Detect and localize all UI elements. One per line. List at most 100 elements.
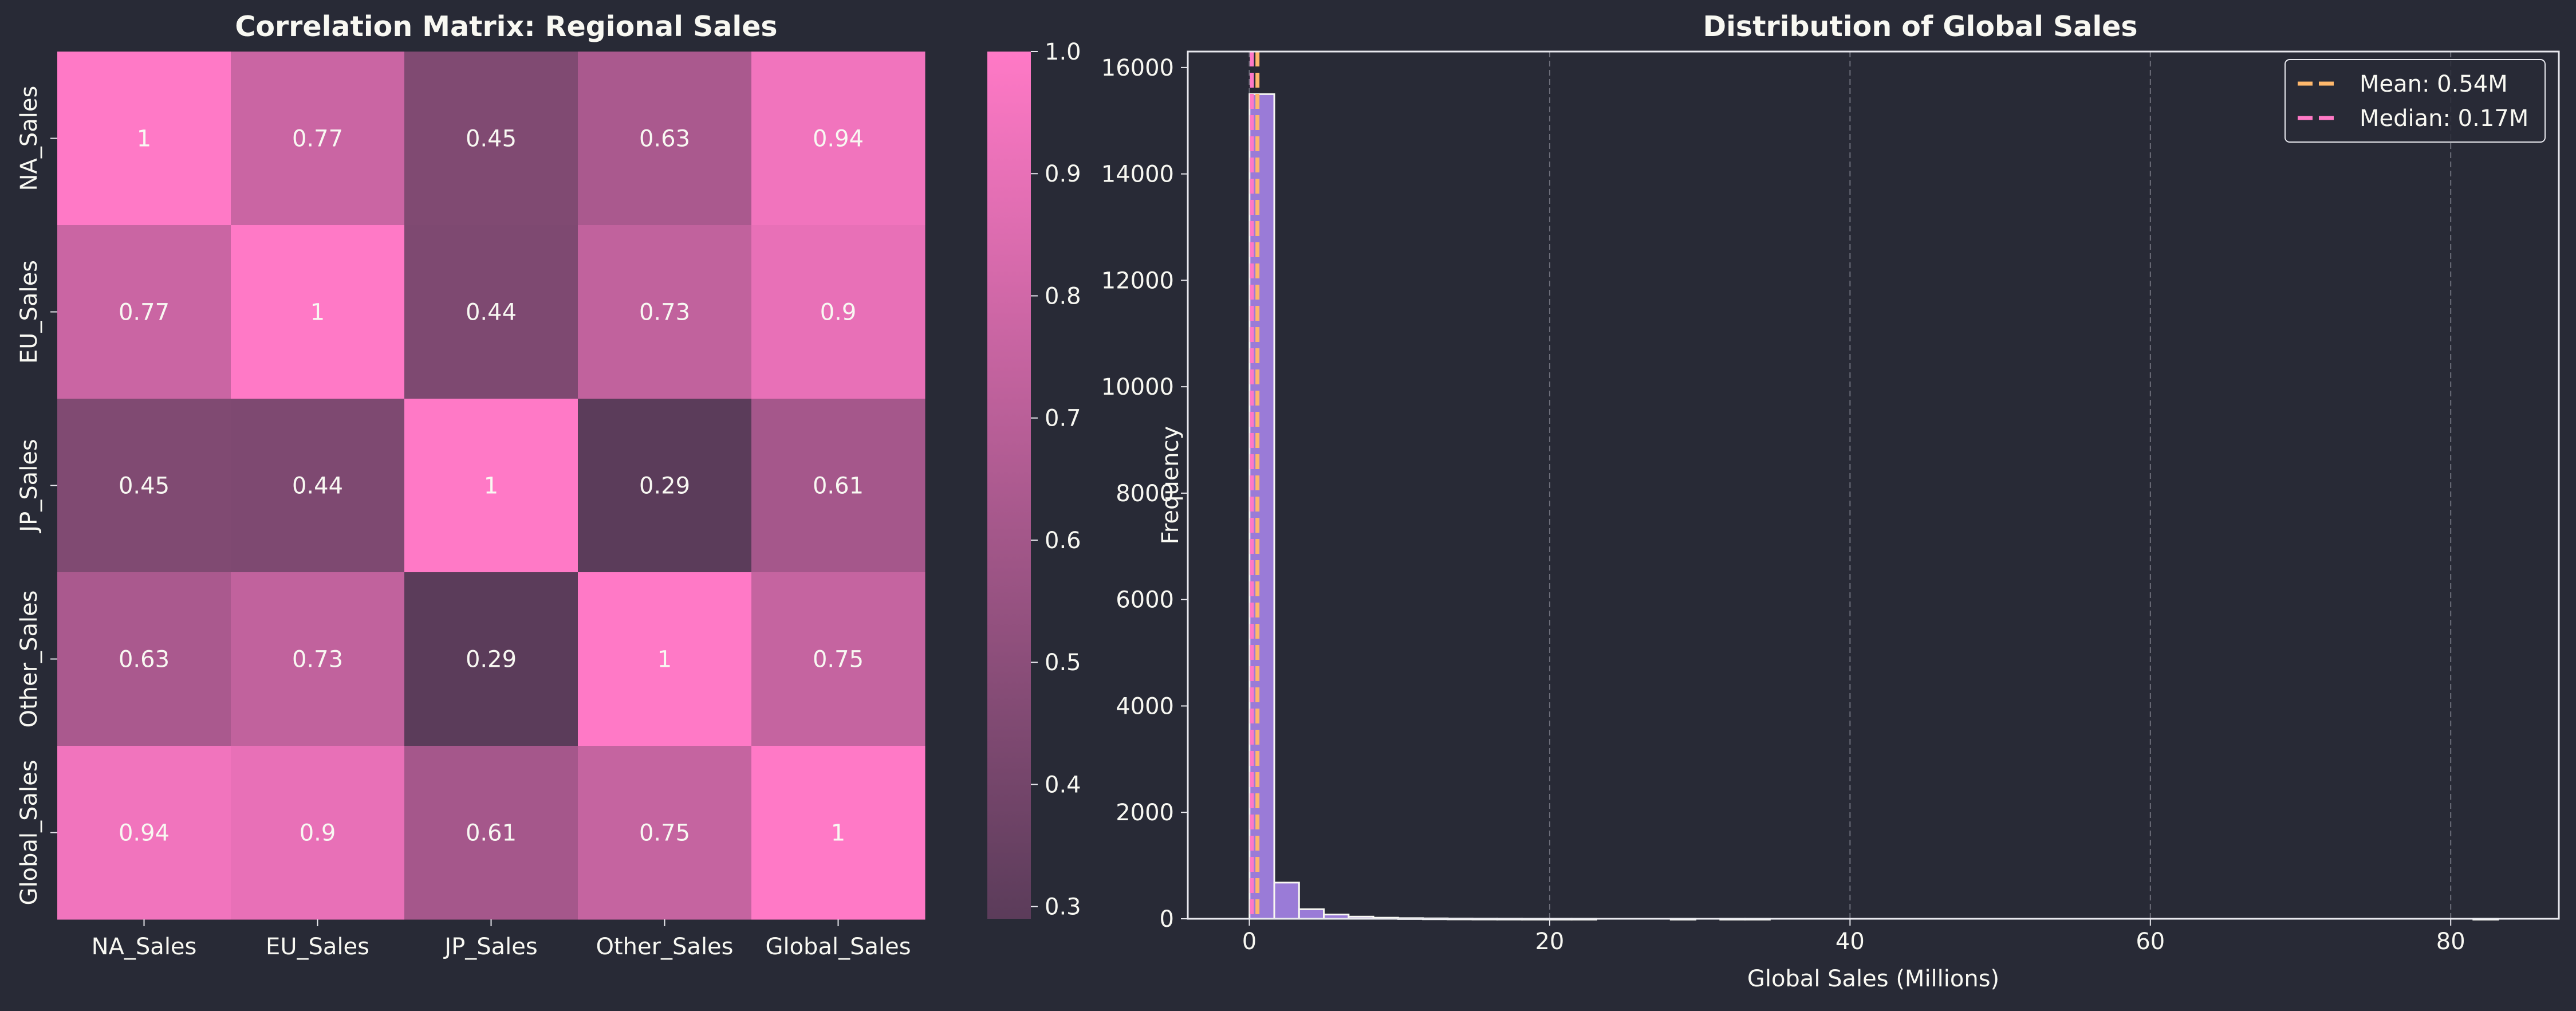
colorbar-tick-label: 1.0 bbox=[1045, 39, 1081, 65]
heatmap-x-tick-label: NA_Sales bbox=[92, 934, 197, 960]
heatmap-cell-label: 0.75 bbox=[639, 820, 690, 847]
heatmap-y-tick-label: Other_Sales bbox=[16, 590, 42, 727]
histogram-x-tick-label: 0 bbox=[1242, 929, 1257, 955]
legend-label: Median: 0.17M bbox=[2360, 105, 2528, 132]
heatmap-cell bbox=[578, 572, 752, 746]
heatmap-cell-label: 0.75 bbox=[813, 647, 864, 673]
heatmap-cell bbox=[231, 399, 405, 573]
colorbar-tick-label: 0.9 bbox=[1045, 161, 1081, 187]
heatmap-cell bbox=[751, 399, 925, 573]
histogram-y-tick-label: 12000 bbox=[1101, 267, 1174, 294]
histogram-title: Distribution of Global Sales bbox=[1703, 10, 2137, 43]
histogram-x-tick-label: 20 bbox=[1535, 929, 1564, 955]
heatmap-cell-label: 1 bbox=[310, 300, 325, 326]
colorbar-tick-label: 0.4 bbox=[1045, 772, 1081, 798]
heatmap-cell-label: 1 bbox=[484, 473, 498, 499]
heatmap-cell bbox=[578, 399, 752, 573]
heatmap-x-tick-label: JP_Sales bbox=[443, 934, 537, 960]
heatmap-y-tick-label: Global_Sales bbox=[16, 760, 42, 905]
heatmap-cell bbox=[57, 399, 231, 573]
colorbar-tick-label: 0.7 bbox=[1045, 406, 1081, 432]
colorbar-gradient bbox=[987, 52, 1031, 919]
heatmap-cell-label: 0.94 bbox=[813, 126, 864, 152]
heatmap-cell bbox=[578, 746, 752, 920]
histogram-y-tick-label: 14000 bbox=[1101, 162, 1174, 188]
heatmap-cell-label: 0.94 bbox=[119, 820, 170, 847]
heatmap-cell bbox=[404, 572, 578, 746]
heatmap-cell-label: 0.61 bbox=[813, 473, 864, 499]
heatmap-cell-label: 0.63 bbox=[119, 647, 170, 673]
heatmap-x-tick-label: Global_Sales bbox=[765, 934, 911, 960]
histogram-ticks: 0 20 40 60 80 0 2000 4000 6000 8000 10000 12000 1400… bbox=[1101, 55, 2465, 955]
histogram-y-tick-label: 0 bbox=[1160, 906, 1174, 933]
colorbar-tick-label: 0.6 bbox=[1045, 528, 1081, 554]
heatmap-x-tick-label: Other_Sales bbox=[596, 934, 733, 960]
heatmap-cell bbox=[404, 399, 578, 573]
heatmap-cell-label: 0.73 bbox=[639, 300, 690, 326]
heatmap-cell bbox=[57, 746, 231, 920]
heatmap-title: Correlation Matrix: Regional Sales bbox=[235, 10, 777, 43]
heatmap-x-tick-label: EU_Sales bbox=[266, 934, 369, 960]
histogram-panel: Distribution of Global Sales 0 20 40 60 80 0 2… bbox=[1101, 10, 2560, 992]
heatmap-labels: NA_Sales EU_Sales JP_Sales Other_Sales Globa… bbox=[16, 86, 911, 960]
heatmap-cell-label: 0.44 bbox=[466, 300, 517, 326]
heatmap-cell-label: 0.9 bbox=[820, 300, 857, 326]
heatmap-cell bbox=[578, 225, 752, 399]
heatmap-cell-label: 1 bbox=[657, 647, 672, 673]
heatmap-cell bbox=[57, 572, 231, 746]
colorbar-tick-label: 0.5 bbox=[1045, 650, 1081, 676]
legend-box bbox=[2284, 59, 2546, 143]
heatmap-cell bbox=[751, 746, 925, 920]
histogram-y-tick-label: 4000 bbox=[1116, 693, 1174, 719]
histogram-x-tick-label: 60 bbox=[2136, 929, 2165, 955]
heatmap-cell bbox=[231, 52, 405, 226]
histogram-y-tick-label: 8000 bbox=[1116, 481, 1174, 507]
heatmap-cell bbox=[231, 746, 405, 920]
histogram-y-axis-label: Frequency bbox=[1157, 426, 1184, 545]
heatmap-cell-label: 0.61 bbox=[466, 820, 517, 847]
heatmap-cell-label: 0.29 bbox=[639, 473, 690, 499]
heatmap-cell bbox=[57, 225, 231, 399]
histogram-x-tick-label: 80 bbox=[2436, 929, 2465, 955]
colorbar-tick-label: 0.8 bbox=[1045, 283, 1081, 309]
heatmap-cell bbox=[57, 52, 231, 226]
histogram-x-axis-label: Global Sales (Millions) bbox=[1747, 966, 1999, 992]
heatmap-cell-label: 0.77 bbox=[119, 300, 170, 326]
heatmap-cell-label: 0.29 bbox=[466, 647, 517, 673]
legend-label: Mean: 0.54M bbox=[2360, 71, 2508, 97]
histogram-bar bbox=[1298, 908, 1325, 920]
colorbar: 0.3 0.4 0.5 0.6 0.7 0.8 0.9 1.0 bbox=[987, 39, 1081, 920]
heatmap-cells: 1 0.77 0.45 0.63 0.94 0.77 1 0.44 0.73 0.9 0.45 0.4… bbox=[57, 52, 925, 920]
heatmap-cell-label: 1 bbox=[831, 820, 845, 847]
histogram-x-tick-label: 40 bbox=[1836, 929, 1865, 955]
heatmap-cell bbox=[231, 572, 405, 746]
histogram-bar bbox=[1273, 882, 1300, 920]
histogram-legend: Mean: 0.54M Median: 0.17M bbox=[2284, 59, 2546, 143]
heatmap-cell bbox=[751, 225, 925, 399]
heatmap-cell-label: 1 bbox=[137, 126, 151, 152]
heatmap-cell-label: 0.44 bbox=[292, 473, 343, 499]
heatmap-cell bbox=[231, 225, 405, 399]
heatmap-cell-label: 0.45 bbox=[466, 126, 517, 152]
histogram-y-tick-label: 2000 bbox=[1116, 800, 1174, 826]
histogram-y-tick-label: 16000 bbox=[1101, 55, 1174, 81]
heatmap-cell bbox=[751, 572, 925, 746]
colorbar-tick-label: 0.3 bbox=[1045, 894, 1081, 920]
heatmap-cell bbox=[404, 225, 578, 399]
heatmap-cell-label: 0.63 bbox=[639, 126, 690, 152]
heatmap-y-tick-label: EU_Sales bbox=[16, 260, 42, 364]
heatmap-cell bbox=[404, 746, 578, 920]
histogram-y-tick-label: 10000 bbox=[1101, 374, 1174, 400]
heatmap-cell-label: 0.45 bbox=[119, 473, 170, 499]
heatmap-y-tick-label: JP_Sales bbox=[16, 439, 42, 533]
histogram-reference-lines bbox=[1250, 52, 1260, 919]
heatmap-y-tick-label: NA_Sales bbox=[16, 86, 42, 191]
heatmap-cell-label: 0.77 bbox=[292, 126, 343, 152]
heatmap-cell-label: 0.73 bbox=[292, 647, 343, 673]
heatmap-cell bbox=[404, 52, 578, 226]
heatmap-cell bbox=[578, 52, 752, 226]
heatmap-panel: Correlation Matrix: Regional Sales 1 0.77… bbox=[16, 10, 1081, 960]
histogram-y-tick-label: 6000 bbox=[1116, 587, 1174, 613]
histogram-axes-frame bbox=[1187, 50, 2560, 920]
